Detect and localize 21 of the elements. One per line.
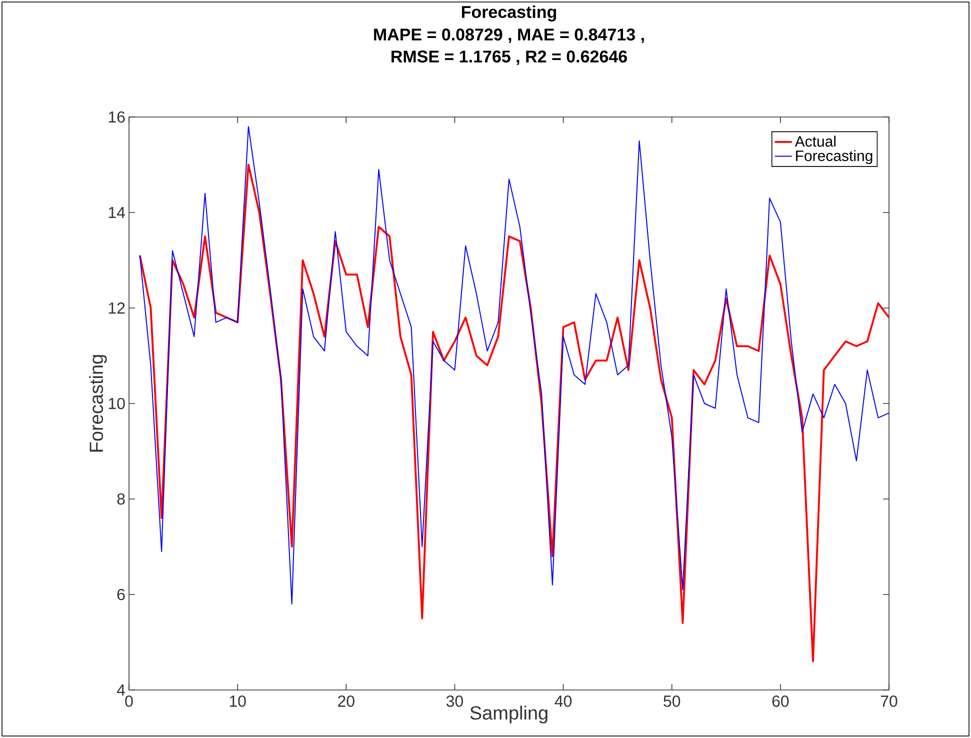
x-tick-label: 50 bbox=[664, 696, 680, 707]
legend-label: Actual bbox=[794, 136, 836, 147]
x-tick-label: 10 bbox=[230, 696, 246, 707]
y-tick-label: 16 bbox=[108, 111, 125, 123]
x-tick-label: 70 bbox=[880, 696, 898, 707]
y-tick-label: 10 bbox=[108, 398, 125, 410]
y-axis-title: Forecasting bbox=[89, 355, 107, 452]
y-tick-label: 12 bbox=[108, 302, 125, 314]
x-axis-title: Sampling bbox=[470, 706, 548, 724]
chart-title: Forecasting bbox=[462, 6, 556, 22]
legend-label: Forecasting bbox=[796, 150, 872, 164]
y-tick-label: 14 bbox=[108, 206, 125, 218]
y-tick-label: 4 bbox=[116, 684, 125, 696]
chart-subtitle: MAPE = 0.08729 , MAE = 0.84713 , RMSE = 1.1765 , R2 = 0.62646 bbox=[374, 28, 644, 66]
x-tick-label: 20 bbox=[338, 696, 354, 707]
x-tick-label: 0 bbox=[125, 696, 133, 707]
x-tick-label: 60 bbox=[772, 696, 789, 707]
x-tick-label: 30 bbox=[446, 696, 463, 707]
y-tick-label: 6 bbox=[117, 588, 125, 600]
y-tick-label: 8 bbox=[117, 493, 125, 505]
x-tick-label: 40 bbox=[554, 696, 572, 707]
